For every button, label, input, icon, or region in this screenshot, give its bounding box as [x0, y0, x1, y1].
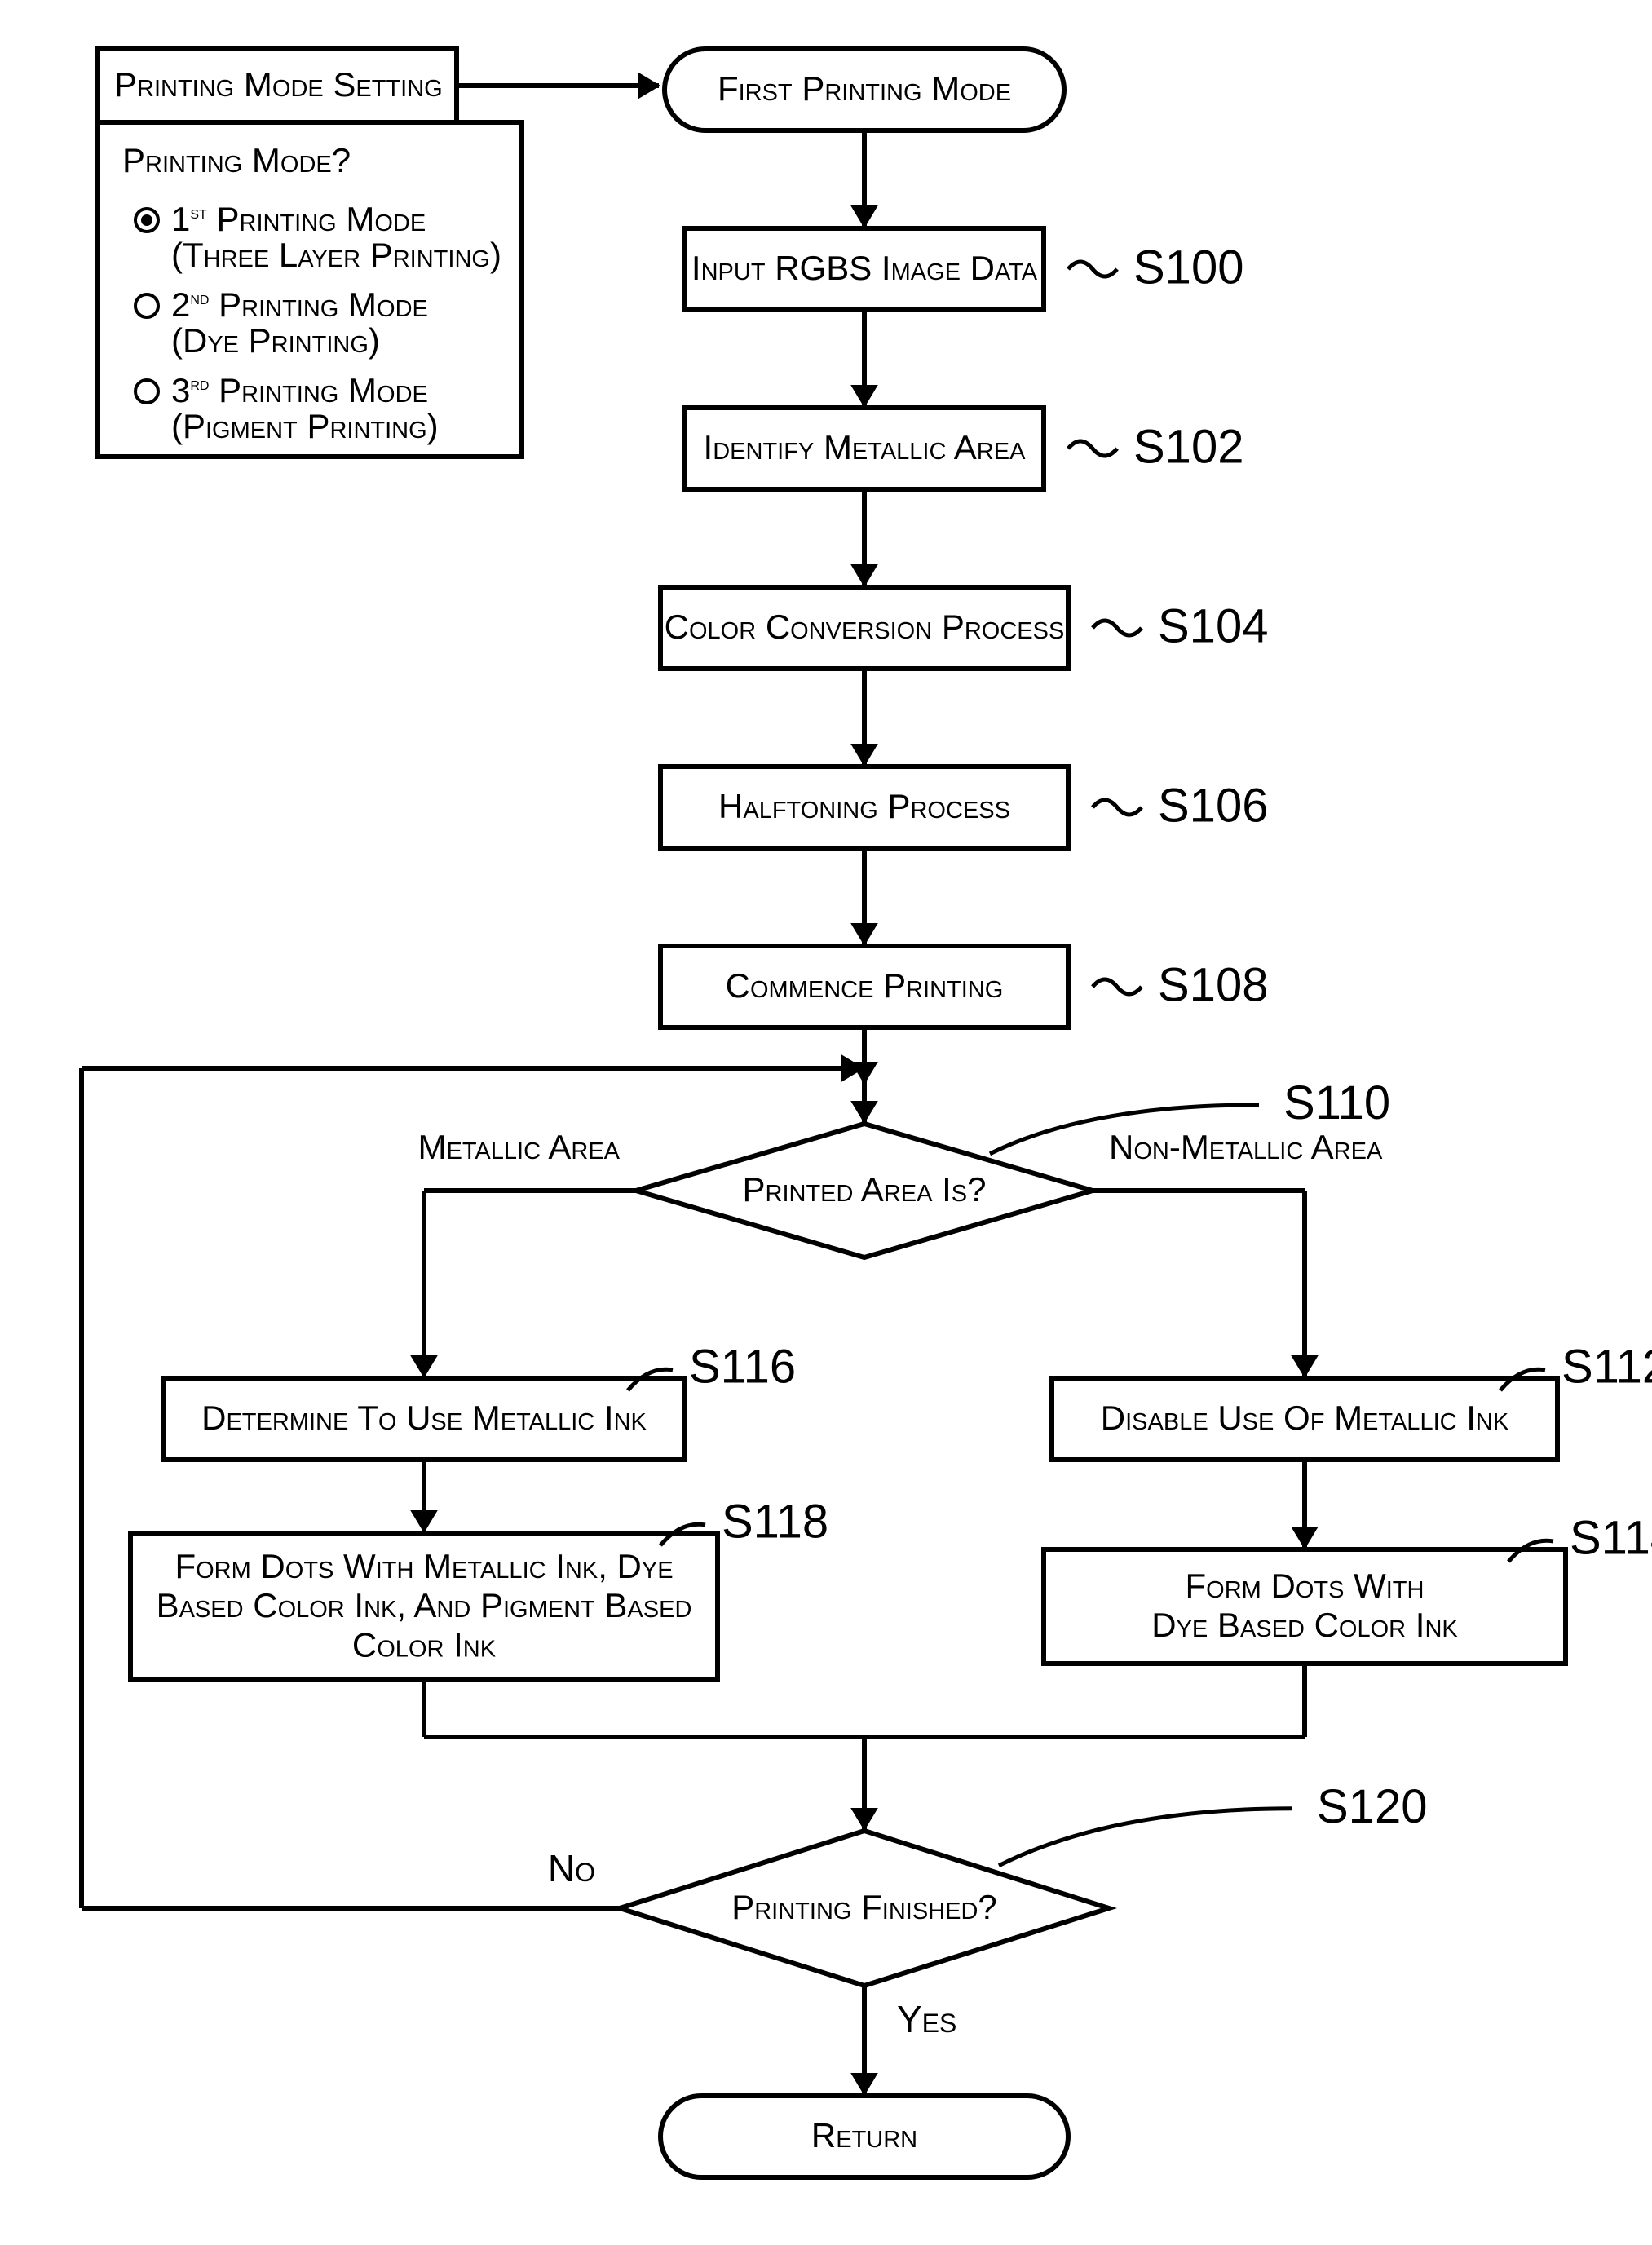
svg-text:Printing Finished?: Printing Finished? — [731, 1888, 997, 1926]
radio-option-1-label: 1st Printing Mode — [171, 200, 426, 238]
svg-text:(Three Layer Printing): (Three Layer Printing) — [171, 236, 501, 274]
svg-text:Form Dots With: Form Dots With — [1186, 1567, 1425, 1605]
svg-text:(Dye Printing): (Dye Printing) — [171, 321, 380, 360]
svg-text:Based Color Ink, And Pigment B: Based Color Ink, And Pigment Based — [157, 1586, 692, 1624]
svg-text:S102: S102 — [1133, 420, 1243, 473]
svg-text:S112: S112 — [1561, 1340, 1652, 1393]
svg-text:Color Conversion Process: Color Conversion Process — [665, 608, 1065, 646]
svg-text:Printing Mode?: Printing Mode? — [122, 141, 351, 179]
svg-text:S100: S100 — [1133, 241, 1243, 294]
svg-text:Non-Metallic Area: Non-Metallic Area — [1109, 1128, 1383, 1166]
svg-text:Yes: Yes — [897, 1998, 956, 2040]
svg-text:S104: S104 — [1158, 599, 1268, 652]
svg-text:S108: S108 — [1158, 958, 1268, 1011]
svg-text:No: No — [548, 1847, 595, 1889]
svg-text:Color Ink: Color Ink — [352, 1625, 497, 1664]
svg-text:Commence Printing: Commence Printing — [726, 966, 1004, 1005]
svg-text:Metallic Area: Metallic Area — [418, 1128, 621, 1166]
svg-text:Identify Metallic Area: Identify Metallic Area — [704, 428, 1027, 466]
radio-option-2-icon[interactable] — [135, 294, 158, 317]
svg-text:Printed Area Is?: Printed Area Is? — [743, 1170, 987, 1209]
svg-text:(Pigment Printing): (Pigment Printing) — [171, 407, 439, 445]
svg-text:Halftoning Process: Halftoning Process — [718, 787, 1010, 825]
svg-text:S118: S118 — [722, 1495, 828, 1548]
radio-option-3-label: 3rd Printing Mode — [171, 371, 428, 409]
svg-text:S120: S120 — [1317, 1780, 1427, 1833]
svg-text:First Printing Mode: First Printing Mode — [718, 69, 1011, 108]
svg-text:Form Dots With Metallic Ink, D: Form Dots With Metallic Ink, Dye — [174, 1547, 673, 1585]
svg-text:S116: S116 — [689, 1340, 796, 1393]
radio-option-3-icon[interactable] — [135, 380, 158, 403]
svg-text:Input RGBS Image Data: Input RGBS Image Data — [691, 249, 1038, 287]
svg-text:Return: Return — [811, 2116, 917, 2154]
svg-text:S114: S114 — [1570, 1511, 1652, 1564]
svg-text:Determine To Use Metallic Ink: Determine To Use Metallic Ink — [201, 1399, 647, 1437]
radio-option-2-label: 2nd Printing Mode — [171, 285, 428, 324]
svg-text:Dye Based Color Ink: Dye Based Color Ink — [1151, 1606, 1458, 1644]
svg-text:S110: S110 — [1283, 1076, 1390, 1129]
svg-text:Disable Use Of Metallic Ink: Disable Use Of Metallic Ink — [1101, 1399, 1509, 1437]
radio-option-1-dot-icon — [141, 214, 152, 226]
svg-text:S106: S106 — [1158, 779, 1268, 832]
svg-text:Printing Mode Setting: Printing Mode Setting — [114, 65, 443, 104]
